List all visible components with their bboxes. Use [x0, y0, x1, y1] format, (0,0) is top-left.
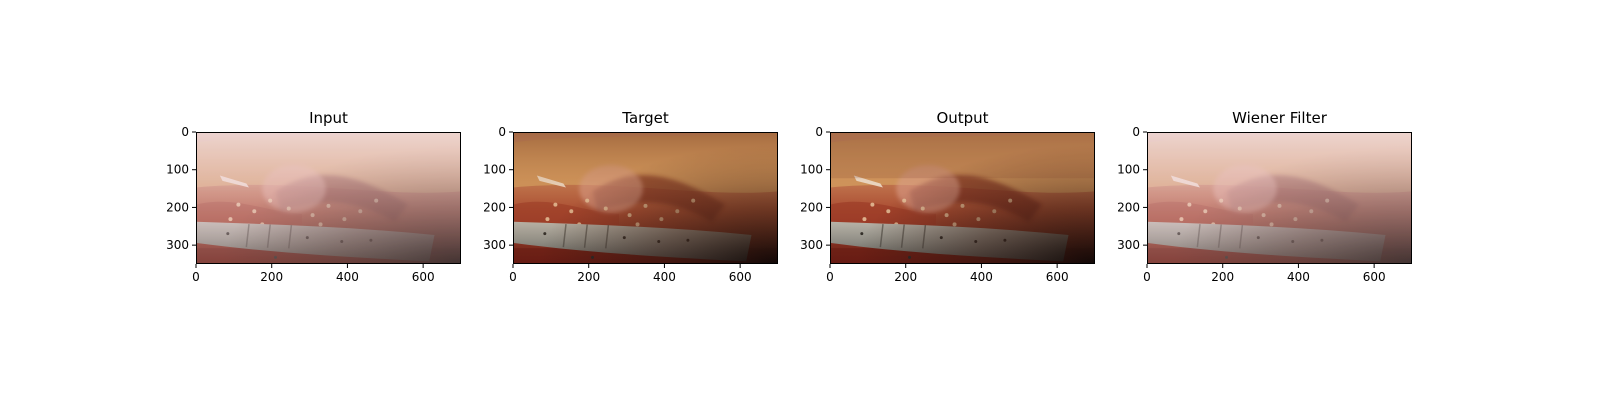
y-tick-label: 200	[800, 200, 823, 214]
x-tick-label: 200	[1211, 270, 1234, 284]
x-tick-label: 400	[970, 270, 993, 284]
x-tick-label: 0	[192, 270, 200, 284]
y-tick-label: 300	[166, 238, 189, 252]
axes-frame	[1147, 132, 1412, 264]
y-tick-label: 0	[181, 125, 189, 139]
panel-title: Wiener Filter	[1232, 109, 1328, 127]
panel-wiener: Wiener Filter 0 200 400 600 0 100 200 300	[1117, 109, 1412, 284]
x-tick-label: 200	[577, 270, 600, 284]
x-tick-label: 0	[509, 270, 517, 284]
x-tick-label: 600	[1046, 270, 1069, 284]
y-tick-label: 300	[1117, 238, 1140, 252]
axes-frame	[196, 132, 461, 264]
x-tick-label: 200	[260, 270, 283, 284]
panel-title: Output	[936, 109, 988, 127]
y-tick-label: 100	[483, 163, 506, 177]
surgical-scene-image	[1147, 132, 1412, 264]
y-tick-label: 200	[483, 200, 506, 214]
x-tick-label: 600	[412, 270, 435, 284]
x-tick-label: 600	[1363, 270, 1386, 284]
y-tick-label: 100	[166, 163, 189, 177]
surgical-scene-image	[513, 132, 778, 264]
panels-layer: Input 0 200 400 600 0 100 200 300 Target 0 200 400 60…	[166, 109, 1412, 284]
x-tick-label: 0	[826, 270, 834, 284]
surgical-scene-image	[830, 132, 1095, 264]
x-tick-label: 400	[1287, 270, 1310, 284]
x-tick-label: 400	[336, 270, 359, 284]
x-tick-label: 0	[1143, 270, 1151, 284]
y-tick-label: 0	[498, 125, 506, 139]
panel-target: Target 0 200 400 600 0 100 200 300	[483, 109, 778, 284]
panel-title: Target	[621, 109, 669, 127]
y-tick-label: 300	[483, 238, 506, 252]
panel-output: Output 0 200 400 600 0 100 200 300	[800, 109, 1095, 284]
panel-input: Input 0 200 400 600 0 100 200 300	[166, 109, 461, 284]
y-tick-label: 100	[1117, 163, 1140, 177]
y-tick-label: 200	[1117, 200, 1140, 214]
x-tick-label: 400	[653, 270, 676, 284]
y-tick-label: 300	[800, 238, 823, 252]
y-tick-label: 0	[815, 125, 823, 139]
y-tick-label: 0	[1132, 125, 1140, 139]
x-tick-label: 200	[894, 270, 917, 284]
x-tick-label: 600	[729, 270, 752, 284]
axes-frame	[830, 132, 1095, 264]
axes-frame	[513, 132, 778, 264]
y-tick-label: 100	[800, 163, 823, 177]
surgical-scene-image	[196, 132, 461, 264]
panel-title: Input	[309, 109, 348, 127]
y-tick-label: 200	[166, 200, 189, 214]
